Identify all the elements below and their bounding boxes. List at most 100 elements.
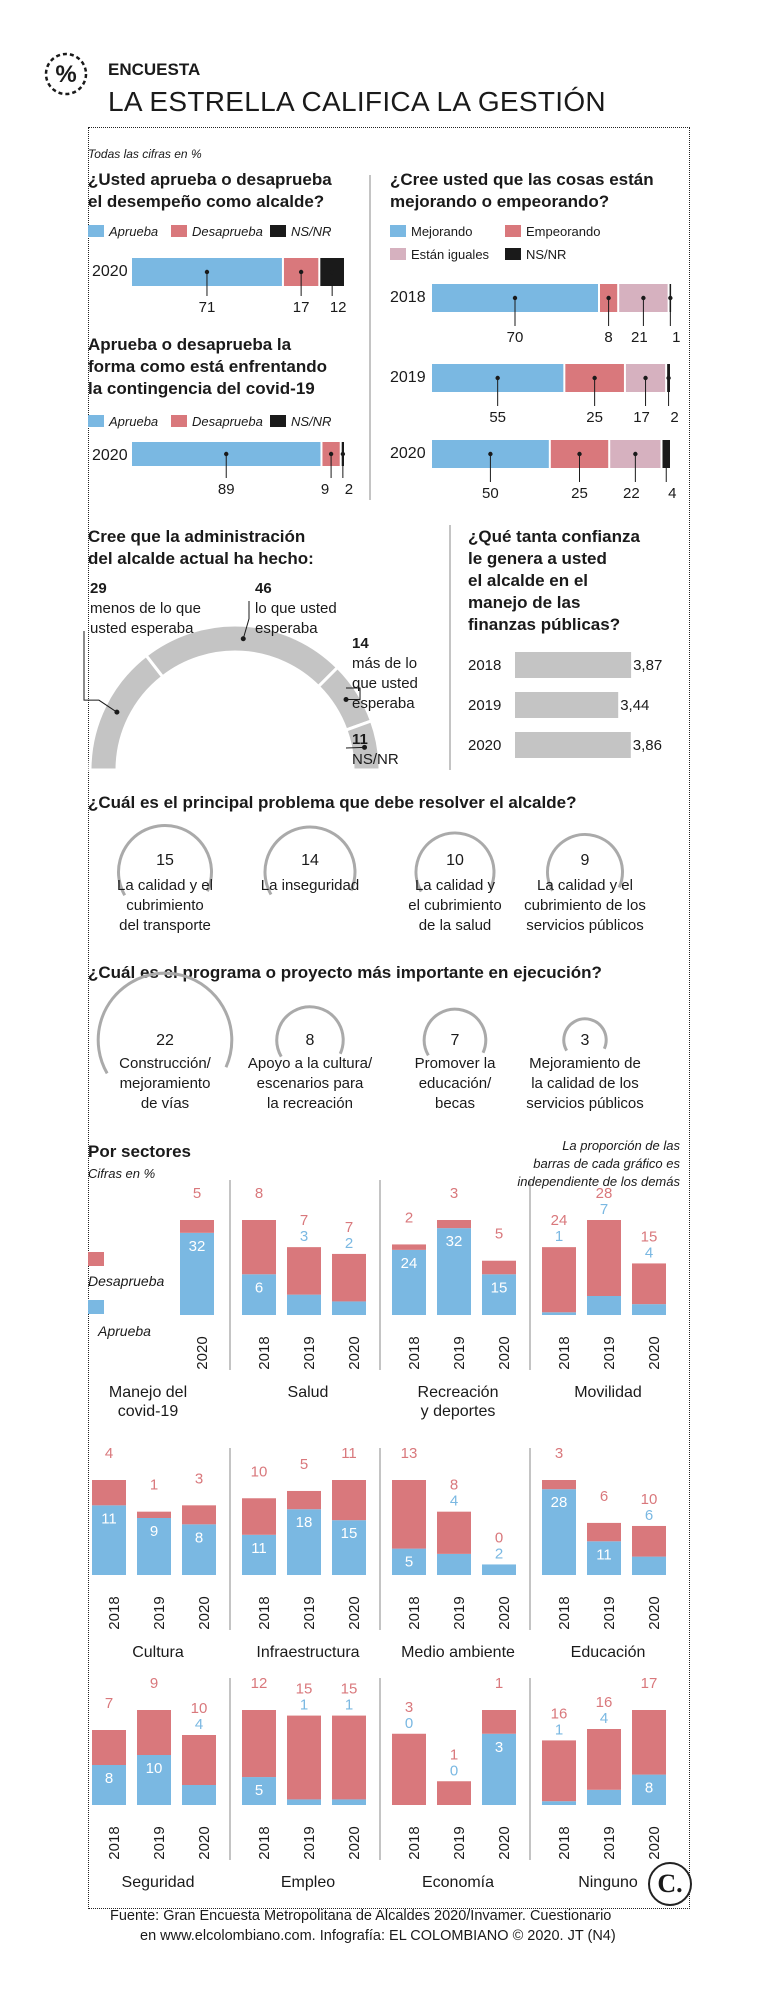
- sector-value-aprueba: 28: [551, 1494, 568, 1511]
- sector-value-aprueba: 7: [600, 1201, 608, 1218]
- sector-bar-desaprueba: [332, 1480, 366, 1521]
- sector-bar-desaprueba: [542, 1740, 576, 1802]
- trend-2018-value-0: 70: [507, 329, 524, 346]
- confidence-title: manejo de las: [468, 593, 580, 612]
- sector-bar-desaprueba: [542, 1247, 576, 1313]
- sector-value-desaprueba: 9: [150, 1675, 158, 1692]
- sector-year-label: 2018: [556, 1336, 573, 1369]
- expectation-value-2: 14: [352, 635, 369, 652]
- expectation-label-3: NS/NR: [352, 751, 399, 768]
- sector-year-label: 2020: [646, 1336, 663, 1369]
- trend-2019-dot-0: [495, 375, 500, 381]
- sectors-title: Por sectores: [88, 1142, 191, 1161]
- sector-bar-desaprueba: [287, 1247, 321, 1295]
- sector-value-aprueba: 8: [645, 1780, 653, 1797]
- kicker: ENCUESTA: [108, 60, 201, 79]
- sector-value-aprueba: 4: [600, 1710, 608, 1727]
- expectations-title: del alcalde actual ha hecho:: [88, 549, 314, 568]
- sector-value-desaprueba: 28: [596, 1185, 613, 1202]
- confidence-year-2018: 2018: [468, 657, 501, 674]
- trend-2020-dot-3: [664, 451, 669, 457]
- sector-value-aprueba: 4: [450, 1493, 458, 1510]
- trend-legend-1-swatch: [505, 225, 521, 237]
- sector-bar-desaprueba: [392, 1244, 426, 1250]
- sector-bar-aprueba: [632, 1774, 666, 1805]
- sector-year-label: 2020: [346, 1826, 363, 1859]
- sector-bar-desaprueba: [137, 1511, 171, 1518]
- sector-value-aprueba: 3: [495, 1739, 503, 1756]
- sector-year-label: 2019: [601, 1336, 618, 1369]
- sector-year-label: 2018: [406, 1596, 423, 1629]
- trend-2020-value-2: 22: [623, 485, 640, 502]
- expectation-label-0: menos de lo que: [90, 600, 201, 617]
- expectation-label-0: usted esperaba: [90, 620, 194, 637]
- sector-bar-aprueba: [242, 1274, 276, 1315]
- covid-dot-0: [224, 451, 229, 457]
- trend-2020-value-3: 4: [668, 485, 676, 502]
- sector-year-label: 2020: [346, 1596, 363, 1629]
- trend-legend-0-label: Mejorando: [411, 224, 472, 239]
- trend-2019-value-3: 2: [670, 409, 678, 426]
- sector-year-label: 2018: [556, 1826, 573, 1859]
- sector-title: Salud: [288, 1384, 329, 1401]
- trend-2019-dot-1: [592, 375, 597, 381]
- trend-year-2020: 2020: [390, 445, 426, 462]
- sector-year-label: 2019: [301, 1336, 318, 1369]
- sector-value-aprueba: 2: [345, 1235, 353, 1252]
- sector-value-desaprueba: 7: [345, 1219, 353, 1236]
- sector-value-desaprueba: 24: [551, 1212, 568, 1229]
- sector-year-label: 2018: [256, 1826, 273, 1859]
- problem-value-1: 14: [301, 852, 319, 869]
- approval-dot-2: [329, 269, 335, 275]
- approval-year: 2020: [92, 263, 128, 280]
- confidence-title: le genera a usted: [468, 549, 607, 568]
- trend-legend-3-swatch: [505, 248, 521, 260]
- sector-bar-aprueba: [482, 1733, 516, 1805]
- trend-legend-2-label: Están iguales: [411, 247, 490, 262]
- expectation-label-2: esperaba: [352, 695, 415, 712]
- program-label-1: la recreación: [267, 1095, 353, 1112]
- expectation-label-1: esperaba: [255, 620, 318, 637]
- program-value-0: 22: [156, 1032, 174, 1049]
- trend-title: mejorando o empeorando?: [390, 192, 609, 211]
- sector-value-aprueba: 1: [555, 1228, 563, 1245]
- problem-label-2: de la salud: [419, 917, 492, 934]
- sector-value-aprueba: 11: [251, 1540, 267, 1557]
- expectation-label-1: lo que usted: [255, 600, 337, 617]
- program-label-3: servicios públicos: [526, 1095, 644, 1112]
- program-label-0: mejoramiento: [120, 1075, 211, 1092]
- sector-bar-desaprueba: [437, 1511, 471, 1554]
- confidence-title: ¿Qué tanta confianza: [468, 527, 640, 546]
- trend-2018-dot-3: [668, 295, 673, 301]
- sector-bar-aprueba: [287, 1294, 321, 1315]
- problem-label-0: cubrimiento: [126, 897, 204, 914]
- sector-year-label: 2019: [451, 1596, 468, 1629]
- sectors-note: La proporción de las: [562, 1138, 680, 1153]
- confidence-value-2019: 3,44: [620, 697, 649, 714]
- trend-year-2018: 2018: [390, 289, 426, 306]
- sector-bar-desaprueba: [437, 1781, 471, 1805]
- sector-year-label: 2018: [256, 1336, 273, 1369]
- sector-bar-desaprueba: [287, 1715, 321, 1800]
- sector-title: y deportes: [421, 1403, 496, 1420]
- confidence-year-2019: 2019: [468, 697, 501, 714]
- sector-value-aprueba: 32: [446, 1233, 463, 1250]
- program-value-1: 8: [306, 1032, 315, 1049]
- sector-title: Cultura: [132, 1644, 184, 1661]
- sector-value-aprueba: 2: [495, 1545, 503, 1562]
- sector-value-aprueba: 6: [255, 1279, 263, 1296]
- sector-value-desaprueba: 7: [300, 1212, 308, 1229]
- sector-year-label: 2018: [256, 1596, 273, 1629]
- trend-2019-value-1: 25: [586, 409, 603, 426]
- infographic-frame: [88, 127, 690, 1909]
- covid-year: 2020: [92, 447, 128, 464]
- covid-title: forma como está enfrentando: [88, 357, 327, 376]
- legend-aprueba-swatch: [88, 1300, 104, 1314]
- problem-circle-1: [263, 825, 357, 919]
- sector-value-desaprueba: 15: [641, 1228, 658, 1245]
- problem-value-2: 10: [446, 852, 464, 869]
- confidence-value-2020: 3,86: [633, 737, 662, 754]
- approval-value-1: 17: [293, 299, 310, 316]
- sector-value-desaprueba: 1: [495, 1675, 503, 1692]
- trend-2020-dot-1: [577, 451, 582, 457]
